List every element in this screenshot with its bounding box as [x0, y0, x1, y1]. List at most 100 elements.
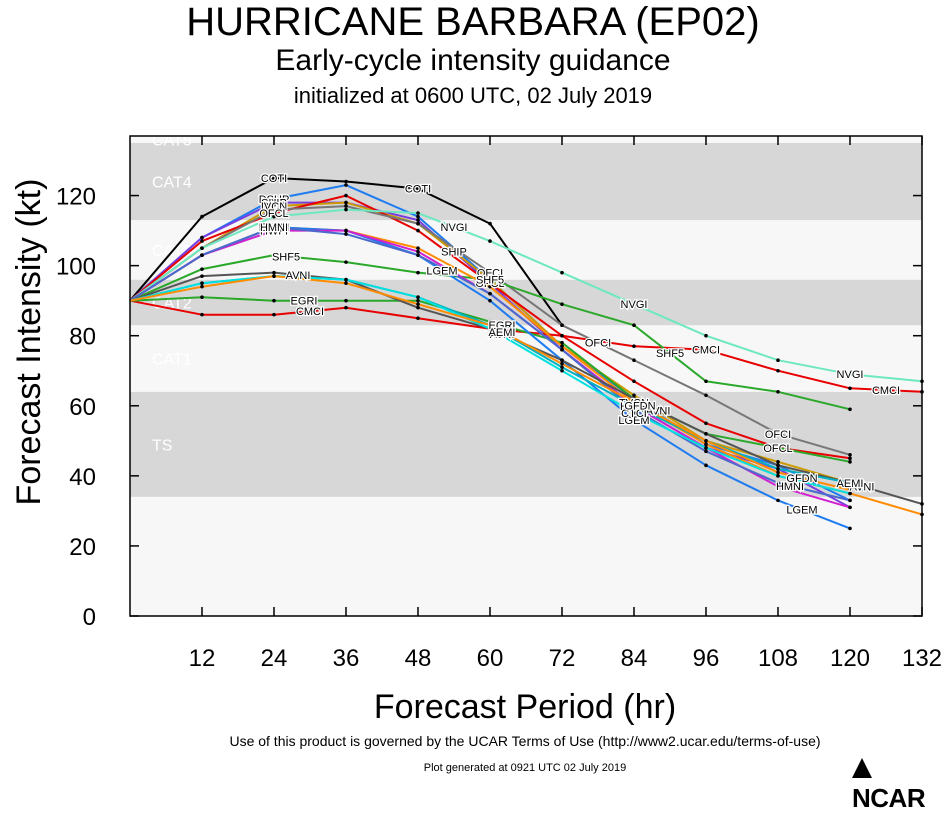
y-tick-label: 100: [56, 254, 96, 281]
data-point-lgem: [632, 417, 636, 422]
ncar-logo-text: NCAR: [852, 783, 926, 813]
data-point-ctci: [632, 410, 636, 415]
x-tick-label: 72: [549, 645, 576, 672]
data-point-egri: [848, 460, 852, 464]
series-label-ofci: OFCI: [477, 268, 503, 280]
data-point-lgem: [848, 526, 852, 531]
data-point-egri: [560, 340, 564, 345]
y-tick-label: 20: [69, 534, 96, 561]
data-point-ofci: [704, 393, 708, 398]
data-point-ivcn: [344, 200, 348, 205]
data-point-coti: [416, 186, 420, 191]
data-point-cmci: [848, 386, 852, 391]
chart-subtitle: Early-cycle intensity guidance: [275, 44, 671, 77]
plot-generated-time: Plot generated at 0921 UTC 02 July 2019: [423, 762, 627, 774]
data-point-ofcl: [632, 379, 636, 384]
data-point-nvgi: [848, 372, 852, 377]
x-tick-label: 120: [830, 645, 870, 672]
data-point-ship: [200, 235, 204, 240]
data-point-gfdn: [488, 323, 492, 327]
data-point-avni: [776, 463, 780, 468]
band-cat4: [130, 143, 922, 221]
band-label-cat1: CAT1: [152, 351, 192, 368]
data-point-gfdn: [776, 470, 780, 475]
data-point-hmni: [632, 407, 636, 412]
data-point-shf5: [344, 260, 348, 264]
series-label-hmni: HMNI: [260, 222, 288, 234]
data-point-nvgi: [560, 270, 564, 275]
data-point-egri: [272, 298, 276, 303]
data-point-ctci: [344, 277, 348, 282]
data-point-egri: [488, 319, 492, 324]
series-label-ship: SHIP: [441, 247, 467, 259]
data-point-egri: [776, 446, 780, 450]
data-point-shf5: [632, 323, 636, 327]
data-point-shf5: [704, 379, 708, 384]
series-label-cmci: CMCI: [692, 345, 720, 357]
series-label-lgem: LGEM: [618, 415, 649, 427]
x-tick-label: 108: [758, 645, 798, 672]
band-label-ts: TS: [152, 437, 172, 454]
data-point-cmci: [200, 312, 204, 317]
data-point-shf5: [560, 302, 564, 306]
band-cat3: [130, 220, 922, 280]
data-point-ctci: [488, 326, 492, 331]
data-point-avni: [200, 274, 204, 278]
x-axis-label: Forecast Period (hr): [374, 688, 676, 726]
data-point-egri: [200, 295, 204, 299]
x-tick-label: 24: [261, 645, 288, 672]
data-point-hwfi: [848, 505, 852, 510]
data-point-tvcn: [560, 344, 564, 349]
data-point-hmni: [416, 253, 420, 257]
data-point-dshp: [344, 183, 348, 187]
data-point-hmni: [200, 253, 204, 257]
data-point-hmni: [776, 481, 780, 485]
series-label-aemi: AEMI: [489, 327, 516, 339]
series-label-ctci: CTCI: [621, 408, 647, 420]
data-point-lgem: [704, 463, 708, 468]
data-point-cmci: [560, 333, 564, 338]
series-label-shf5: SHF5: [272, 251, 300, 263]
data-point-shf5: [848, 407, 852, 412]
data-point-nvgi: [776, 358, 780, 363]
data-point-hwfi: [272, 228, 276, 233]
data-point-ctci: [200, 281, 204, 285]
series-label-avni: AVNI: [850, 481, 875, 493]
x-tick-label: 60: [477, 645, 504, 672]
data-point-nvgi: [416, 211, 420, 215]
data-point-aemi: [776, 467, 780, 471]
data-point-ofci: [848, 453, 852, 457]
data-point-hmni: [560, 347, 564, 352]
data-point-ofci: [416, 221, 420, 226]
data-point-hmni: [704, 449, 708, 454]
data-point-aemi: [848, 481, 852, 485]
data-point-shf5: [488, 277, 492, 282]
data-point-ofcl: [200, 239, 204, 243]
x-tick-label: 96: [693, 645, 720, 672]
data-point-gfdn: [632, 400, 636, 405]
data-point-avni: [560, 358, 564, 363]
data-point-ctci: [560, 368, 564, 373]
series-label-ofci: OFCI: [765, 429, 791, 441]
series-label-egri: EGRI: [489, 320, 516, 332]
series-label-coti: COTI: [405, 184, 431, 196]
data-point-gfdn: [848, 488, 852, 492]
x-tick-label: 132: [902, 645, 942, 672]
data-point-cmci: [272, 312, 276, 317]
data-point-nvgi: [344, 207, 348, 212]
data-point-egri: [344, 298, 348, 303]
series-label-shf5: SHF5: [476, 275, 504, 287]
data-point-gfdn: [344, 281, 348, 285]
data-point-ivcn: [776, 460, 780, 464]
plot-frame: [129, 135, 923, 617]
data-point-ctci: [704, 446, 708, 450]
series-label-hmni: HMNI: [776, 481, 804, 493]
data-point-nvgi: [632, 302, 636, 306]
band-label-cat5: CAT5: [152, 133, 192, 150]
data-point-ctci: [776, 474, 780, 478]
data-point-ivcn: [632, 393, 636, 398]
data-point-hwfi: [344, 228, 348, 233]
series-label-coti: COTI: [261, 173, 287, 185]
data-point-ofci: [632, 358, 636, 363]
